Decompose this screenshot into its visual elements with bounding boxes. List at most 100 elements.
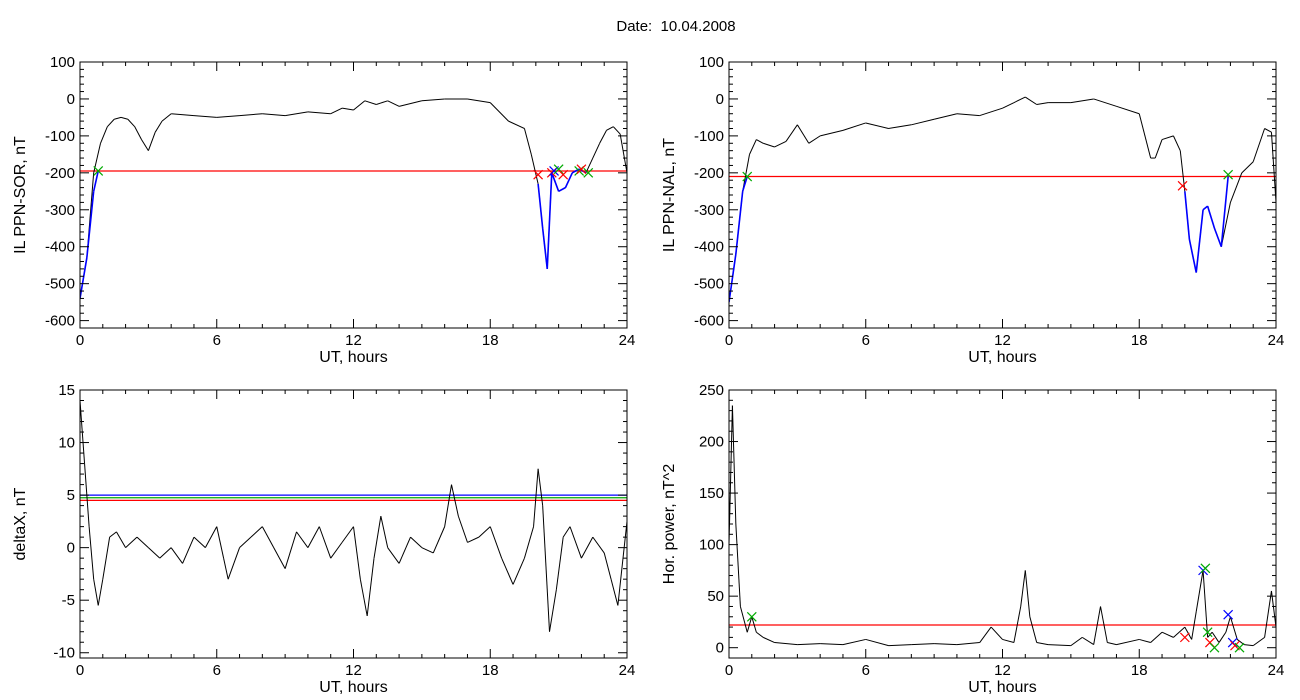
- marker-stroke: [583, 167, 594, 178]
- marker-4: [1200, 563, 1211, 574]
- series-segment: [171, 113, 194, 117]
- series-segment: [127, 118, 136, 127]
- series-2: [80, 168, 587, 299]
- series-segment: [489, 102, 509, 122]
- x-tick-label: 6: [862, 332, 870, 349]
- series-segment: [80, 257, 88, 299]
- series-segment: [97, 579, 104, 606]
- marker-stroke: [1204, 637, 1215, 648]
- series-segment: [1229, 172, 1243, 203]
- series-segment: [990, 626, 1003, 640]
- series-segment: [159, 547, 172, 559]
- series-segment: [774, 642, 798, 646]
- series-segment: [1002, 102, 1015, 109]
- series-segment: [820, 129, 844, 137]
- marker-6: [558, 169, 569, 180]
- series-segment: [606, 126, 614, 131]
- series-segment: [1024, 570, 1031, 617]
- series-segment: [1139, 638, 1151, 644]
- series-segment: [619, 133, 627, 173]
- series-segment: [341, 526, 354, 543]
- series-segment: [1154, 139, 1163, 159]
- x-tick-label: 18: [1131, 332, 1148, 349]
- marker-7: [1209, 642, 1220, 653]
- series-segment: [888, 124, 912, 129]
- marker-stroke: [746, 611, 757, 622]
- series-segment: [1225, 616, 1231, 633]
- y-tick-label: 10: [58, 435, 75, 452]
- series-segment: [1270, 132, 1276, 203]
- x-tick-label: 0: [725, 662, 733, 679]
- marker-9: [583, 167, 594, 178]
- series-segment: [523, 128, 532, 155]
- y-axis-label: IL PPN-SOR, nT: [12, 136, 29, 254]
- series-segment: [421, 98, 445, 102]
- series-segment: [1107, 642, 1117, 646]
- series-segment: [148, 547, 161, 559]
- marker-stroke: [1202, 627, 1213, 638]
- series-segment: [120, 116, 128, 120]
- y-tick-label: -600: [45, 313, 75, 330]
- series-segment: [763, 142, 775, 148]
- x-tick-label: 24: [619, 332, 636, 349]
- series-segment: [296, 531, 309, 548]
- y-tick-label: -400: [45, 239, 75, 256]
- series-segment: [330, 107, 343, 115]
- series-segment: [318, 526, 332, 559]
- chart-panel-1: 0 6 12 18 24 100 0 -100 -200 -300 -400 -500 -600 UT, …: [12, 54, 635, 366]
- series-segment: [1048, 644, 1071, 647]
- marker-2: [1177, 180, 1188, 191]
- series-segment: [562, 526, 571, 538]
- series-segment: [774, 140, 787, 148]
- series-segment: [239, 536, 252, 549]
- series-segment: [398, 100, 422, 107]
- series-segment: [785, 124, 798, 142]
- marker-stroke: [93, 166, 104, 176]
- y-tick-label: -10: [53, 645, 75, 662]
- series-segment: [888, 644, 912, 647]
- marker-stroke: [742, 171, 753, 182]
- series-segment: [387, 547, 400, 564]
- series-segment: [193, 536, 206, 549]
- series-segment: [1229, 616, 1238, 640]
- y-tick-label: 50: [707, 588, 724, 605]
- y-tick-label: 0: [67, 540, 75, 557]
- y-tick-label: 100: [699, 54, 724, 71]
- y-tick-label: 15: [58, 382, 75, 399]
- series-segment: [797, 643, 821, 646]
- marker-stroke: [576, 164, 587, 175]
- series-segment: [1264, 128, 1272, 133]
- series-segment: [599, 130, 607, 144]
- series-segment: [223, 558, 229, 580]
- y-tick-label: -200: [694, 165, 724, 182]
- series-segment: [170, 547, 183, 564]
- series-segment: [739, 606, 748, 633]
- series-segment: [1218, 631, 1227, 643]
- series-segment: [1070, 98, 1094, 104]
- y-tick-label: 100: [50, 54, 75, 71]
- series-segment: [261, 526, 275, 548]
- x-tick-label: 6: [213, 662, 221, 679]
- series-segment: [1188, 239, 1198, 273]
- series-segment: [353, 526, 361, 580]
- series-segment: [451, 484, 459, 517]
- marker-stroke: [1234, 642, 1245, 653]
- series-segment: [1244, 644, 1254, 647]
- marker-8: [1223, 609, 1234, 620]
- y-tick-label: -200: [45, 165, 75, 182]
- series-segment: [1191, 611, 1197, 640]
- series-segment: [86, 191, 95, 258]
- series-segment: [741, 176, 748, 192]
- series-segment: [558, 186, 566, 193]
- series-segment: [227, 547, 241, 580]
- series-segment: [1116, 638, 1140, 646]
- series-segment: [1150, 631, 1163, 643]
- series-segment: [549, 589, 557, 632]
- plot-frame: [79, 61, 628, 329]
- series-segment: [1241, 161, 1254, 174]
- series-segment: [537, 468, 544, 506]
- series-segment: [533, 468, 539, 527]
- series-segment: [569, 526, 582, 559]
- series-segment: [617, 521, 627, 606]
- series-segment: [956, 642, 980, 646]
